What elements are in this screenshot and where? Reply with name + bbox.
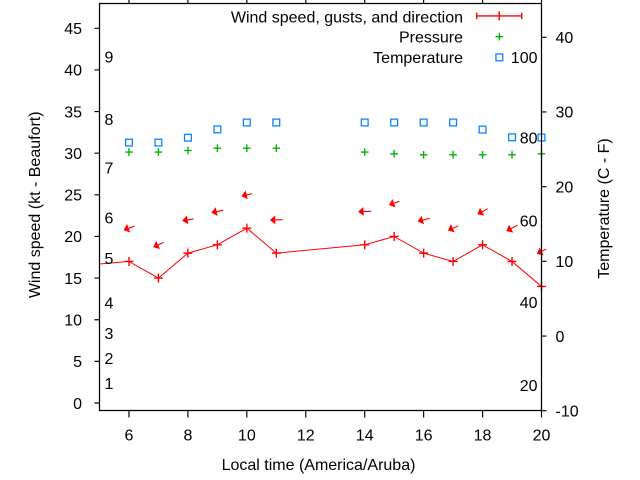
svg-text:10: 10 (64, 312, 82, 329)
svg-text:80: 80 (520, 130, 538, 147)
svg-text:20: 20 (64, 229, 82, 246)
svg-text:7: 7 (105, 160, 114, 177)
svg-text:35: 35 (64, 104, 82, 121)
svg-text:-10: -10 (556, 403, 579, 420)
svg-text:40: 40 (556, 30, 574, 47)
svg-text:10: 10 (238, 428, 256, 445)
svg-text:40: 40 (64, 63, 82, 80)
svg-text:8: 8 (183, 428, 192, 445)
svg-text:20: 20 (533, 428, 551, 445)
svg-text:100: 100 (511, 50, 538, 67)
svg-text:60: 60 (520, 213, 538, 230)
svg-text:5: 5 (73, 354, 82, 371)
svg-text:8: 8 (105, 112, 114, 129)
svg-text:Pressure: Pressure (399, 29, 463, 46)
svg-text:Temperature (C - F): Temperature (C - F) (596, 138, 613, 278)
svg-text:4: 4 (105, 295, 114, 312)
svg-text:Wind speed, gusts, and directi: Wind speed, gusts, and direction (231, 9, 463, 26)
svg-text:6: 6 (125, 428, 134, 445)
svg-text:6: 6 (105, 210, 114, 227)
svg-text:16: 16 (415, 428, 433, 445)
svg-text:3: 3 (105, 326, 114, 343)
svg-text:2: 2 (105, 351, 114, 368)
svg-text:1: 1 (105, 376, 114, 393)
svg-text:14: 14 (356, 428, 374, 445)
svg-text:Temperature: Temperature (373, 50, 463, 67)
svg-text:9: 9 (105, 50, 114, 67)
svg-text:10: 10 (556, 254, 574, 271)
svg-text:45: 45 (64, 21, 82, 38)
svg-text:20: 20 (556, 179, 574, 196)
svg-text:20: 20 (520, 378, 538, 395)
svg-text:Local time (America/Aruba): Local time (America/Aruba) (222, 457, 416, 474)
svg-text:30: 30 (556, 105, 574, 122)
svg-text:5: 5 (105, 251, 114, 268)
svg-text:25: 25 (64, 188, 82, 205)
svg-text:18: 18 (474, 428, 492, 445)
svg-text:15: 15 (64, 271, 82, 288)
svg-text:40: 40 (520, 295, 538, 312)
svg-text:Wind speed (kt - Beaufort): Wind speed (kt - Beaufort) (27, 111, 44, 298)
svg-text:30: 30 (64, 146, 82, 163)
svg-text:0: 0 (556, 329, 565, 346)
svg-text:12: 12 (297, 428, 315, 445)
svg-text:0: 0 (73, 396, 82, 413)
